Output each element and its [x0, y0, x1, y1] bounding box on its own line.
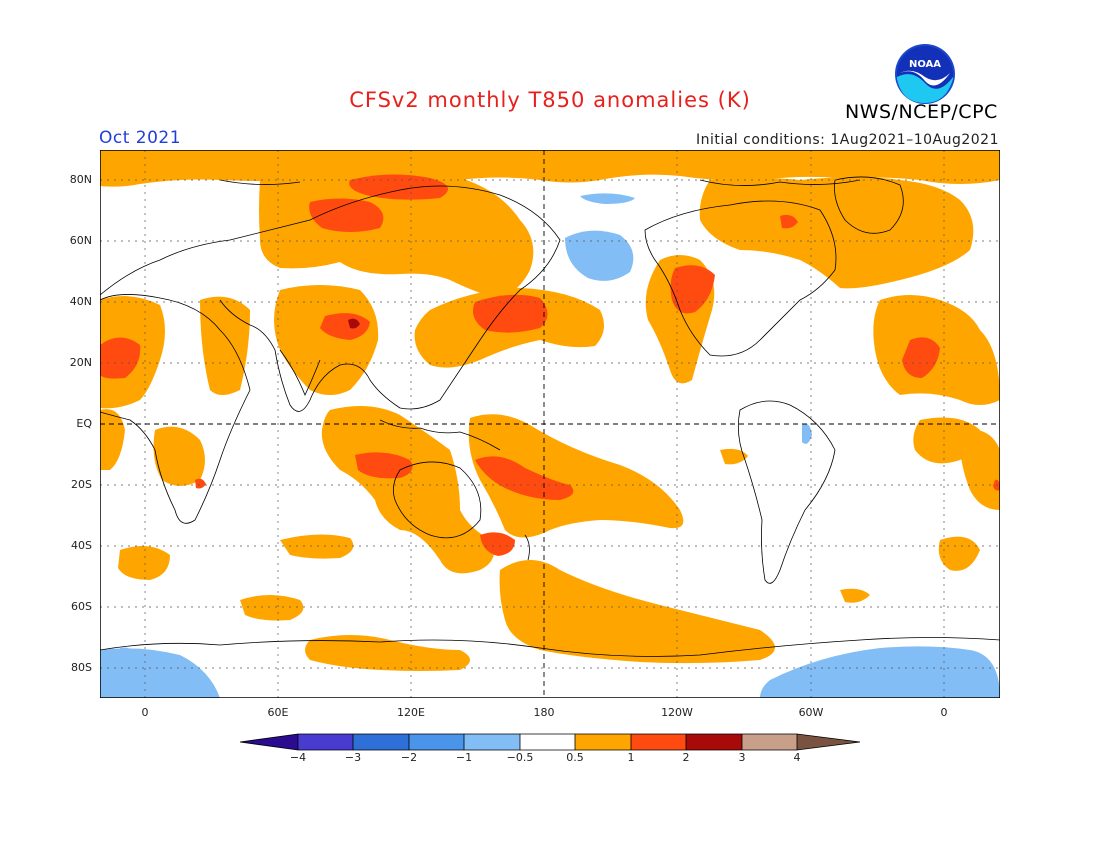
- colorbar-segment: [464, 734, 520, 750]
- lat-label: 60N: [69, 234, 92, 247]
- agency-label: NWS/NCEP/CPC: [845, 101, 998, 123]
- noaa-logo: NOAA: [895, 44, 955, 104]
- colorbar-high-arrow: [797, 734, 860, 750]
- lat-label: 40N: [69, 295, 92, 308]
- colorbar-segment: [520, 734, 575, 750]
- colorbar-segment: [409, 734, 464, 750]
- logo-text: NOAA: [909, 59, 941, 70]
- cool-anomaly-shading: [100, 193, 1000, 698]
- colorbar-label: −0.5: [506, 751, 534, 764]
- colorbar-segment: [686, 734, 742, 750]
- colorbar-label: 2: [682, 751, 690, 764]
- colorbar-low-arrow: [240, 734, 298, 750]
- colorbar-label: 0.5: [566, 751, 584, 764]
- lat-label: 40S: [71, 539, 92, 552]
- colorbar-label: −3: [344, 751, 362, 764]
- chart-title: CFSv2 monthly T850 anomalies (K): [349, 88, 751, 112]
- lon-label: 120W: [661, 706, 693, 719]
- forecast-month: Oct 2021: [99, 128, 182, 148]
- lat-label: 60S: [71, 600, 92, 613]
- gridlines: [100, 150, 1000, 698]
- lat-label: 80N: [69, 173, 92, 186]
- colorbar-label: 3: [738, 751, 746, 764]
- colorbar: [240, 733, 861, 751]
- colorbar-segment: [298, 734, 353, 750]
- lon-label: 120E: [397, 706, 425, 719]
- colorbar-label: 4: [793, 751, 801, 764]
- lat-label: 20S: [71, 478, 92, 491]
- colorbar-segment: [631, 734, 686, 750]
- lat-label: EQ: [76, 417, 92, 430]
- colorbar-label: −4: [289, 751, 307, 764]
- coastlines: [100, 176, 1000, 657]
- initial-conditions: Initial conditions: 1Aug2021–10Aug2021: [695, 132, 999, 148]
- anomaly-map: [100, 150, 1000, 698]
- lon-label: 0: [141, 706, 149, 719]
- lon-label: 0: [940, 706, 948, 719]
- colorbar-label: −1: [455, 751, 473, 764]
- colorbar-label: −2: [400, 751, 418, 764]
- lon-label: 180: [533, 706, 555, 719]
- lat-label: 20N: [69, 356, 92, 369]
- colorbar-segment: [353, 734, 409, 750]
- colorbar-segment: [742, 734, 797, 750]
- colorbar-label: 1: [627, 751, 635, 764]
- colorbar-segment: [575, 734, 631, 750]
- very-strong-warm-anomaly-shading: [348, 318, 360, 329]
- reference-lines: [100, 150, 1000, 698]
- lon-label: 60W: [798, 706, 824, 719]
- lon-label: 60E: [267, 706, 289, 719]
- lat-label: 80S: [71, 661, 92, 674]
